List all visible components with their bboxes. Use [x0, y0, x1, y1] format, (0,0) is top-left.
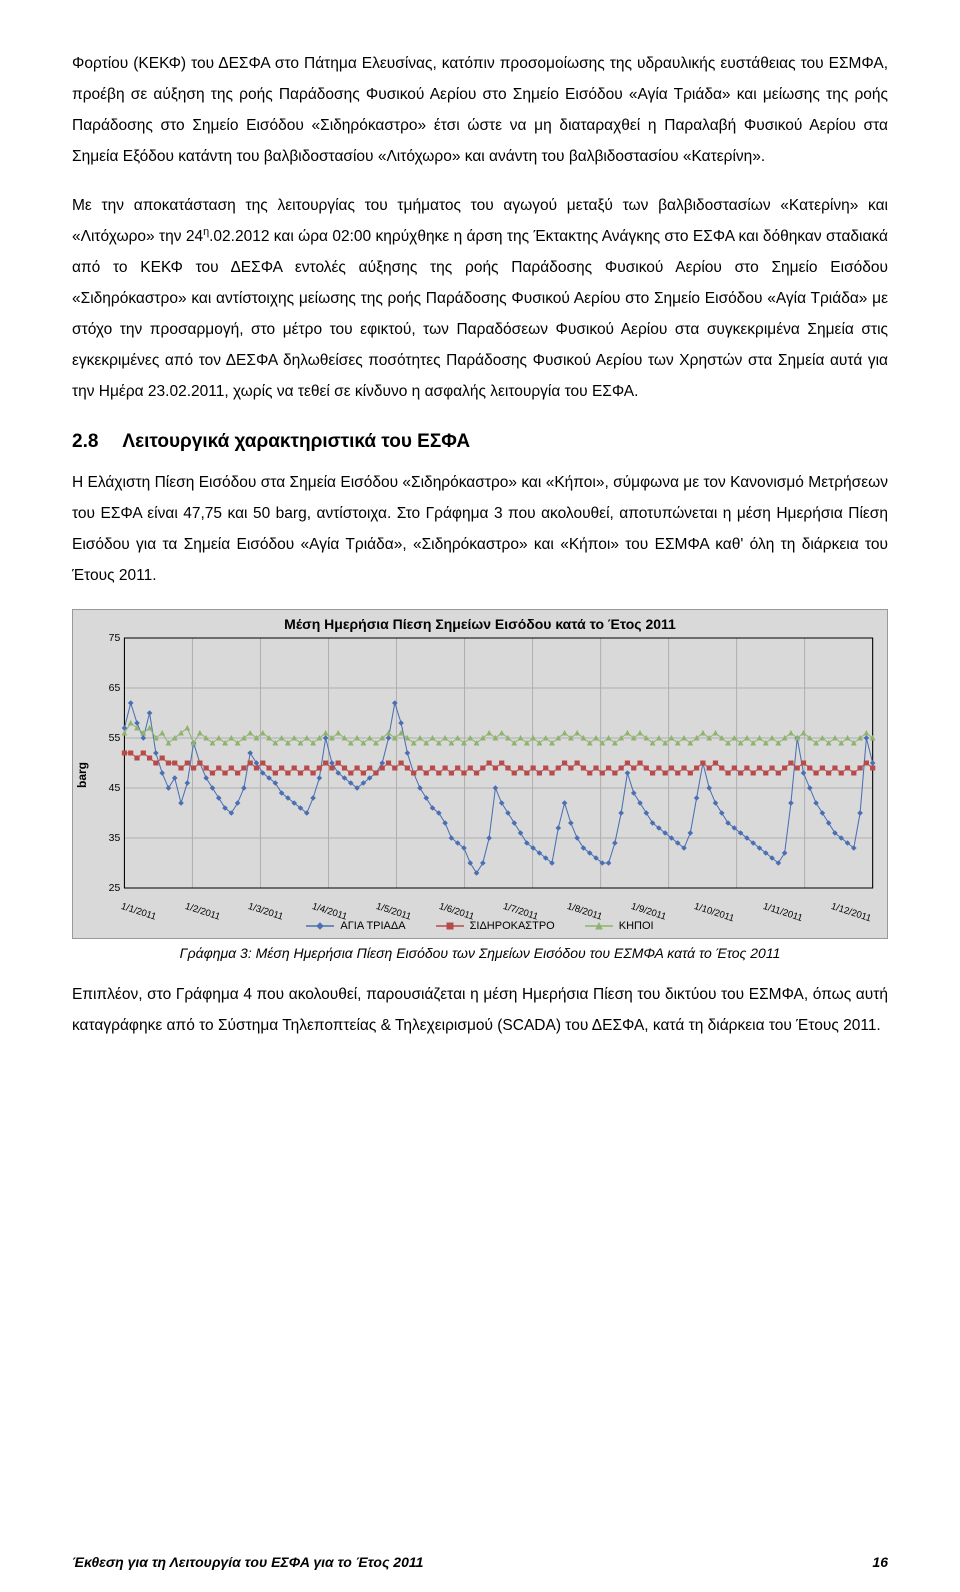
legend-label: ΚΗΠΟΙ — [619, 920, 654, 932]
footer-left: Έκθεση για τη Λειτουργία του ΕΣΦΑ για το… — [72, 1554, 423, 1570]
svg-text:75: 75 — [109, 634, 121, 644]
chart-svg: 25 35 45 55 65 75 — [89, 634, 881, 894]
legend-swatch-icon — [306, 920, 334, 932]
chart-caption: Γράφημα 3: Μέση Ημερήσια Πίεση Εισόδου τ… — [72, 945, 888, 961]
legend-item: ΑΓΙΑ ΤΡΙΑΔΑ — [306, 920, 405, 932]
paragraph-4: Επιπλέον, στο Γράφημα 4 που ακολουθεί, π… — [72, 979, 888, 1041]
section-number: 2.8 — [72, 431, 98, 453]
svg-text:65: 65 — [109, 683, 121, 694]
page-footer: Έκθεση για τη Λειτουργία του ΕΣΦΑ για το… — [72, 1554, 888, 1570]
footer-page-number: 16 — [872, 1554, 888, 1570]
svg-text:45: 45 — [109, 783, 121, 794]
chart-plot-wrap: barg 25 35 45 55 65 75 1/1/20111/2/20111/3/20… — [73, 634, 887, 916]
chart-title: Μέση Ημερήσια Πίεση Σημείων Εισόδου κατά… — [73, 610, 887, 634]
paragraph-2: Με την αποκατάσταση της λειτουργίας του … — [72, 190, 888, 407]
chart-legend: ΑΓΙΑ ΤΡΙΑΔΑ ΣΙΔΗΡΟΚΑΣΤΡΟ ΚΗΠΟΙ — [73, 916, 887, 938]
paragraph-3: Η Ελάχιστη Πίεση Εισόδου στα Σημεία Εισό… — [72, 467, 888, 591]
legend-item: ΚΗΠΟΙ — [585, 920, 654, 932]
section-heading: 2.8 Λειτουργικά χαρακτηριστικά του ΕΣΦΑ — [72, 431, 888, 453]
svg-text:35: 35 — [109, 833, 121, 844]
legend-label: ΑΓΙΑ ΤΡΙΑΔΑ — [340, 920, 405, 932]
pressure-chart: Μέση Ημερήσια Πίεση Σημείων Εισόδου κατά… — [72, 609, 888, 939]
svg-text:25: 25 — [109, 883, 121, 894]
legend-swatch-icon — [436, 920, 464, 932]
chart-ylabel: barg — [75, 634, 89, 916]
legend-item: ΣΙΔΗΡΟΚΑΣΤΡΟ — [436, 920, 555, 932]
page: Φορτίου (ΚΕΚΦ) του ΔΕΣΦΑ στο Πάτημα Ελευ… — [0, 0, 960, 1592]
paragraph-1: Φορτίου (ΚΕΚΦ) του ΔΕΣΦΑ στο Πάτημα Ελευ… — [72, 48, 888, 172]
legend-label: ΣΙΔΗΡΟΚΑΣΤΡΟ — [470, 920, 555, 932]
p2-part-b: .02.2012 και ώρα 02:00 κηρύχθηκε η άρση … — [72, 228, 888, 400]
chart-svg-holder: 25 35 45 55 65 75 — [89, 634, 881, 899]
chart-plot-column: 25 35 45 55 65 75 1/1/20111/2/20111/3/20111/4… — [89, 634, 881, 916]
svg-text:55: 55 — [109, 733, 121, 744]
chart-xticks: 1/1/20111/2/20111/3/20111/4/20111/5/2011… — [89, 899, 881, 916]
section-title: Λειτουργικά χαρακτηριστικά του ΕΣΦΑ — [122, 431, 470, 452]
